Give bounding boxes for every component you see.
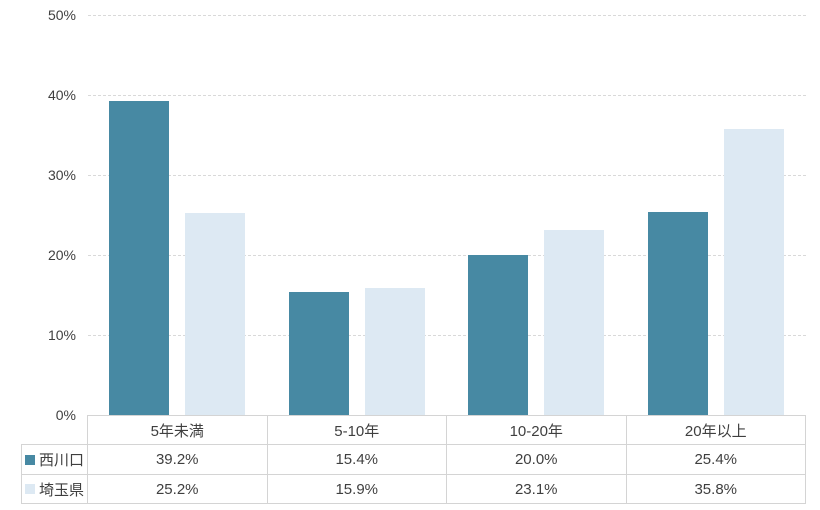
legend-marker-icon <box>25 454 35 465</box>
value-cell: 25.4% <box>626 445 806 475</box>
gridline <box>88 175 806 176</box>
bar-series2-cat3 <box>544 230 604 415</box>
gridline <box>88 95 806 96</box>
legend-series-label: 西川口 <box>39 452 85 469</box>
category-header-cell: 20年以上 <box>626 415 806 445</box>
bar-series1-cat3 <box>468 255 528 415</box>
bar-series1-cat4 <box>647 211 708 415</box>
bar-series2-cat1 <box>185 213 245 415</box>
bar-series2-cat2 <box>364 287 425 415</box>
legend-series-label: 埼玉県 <box>39 481 85 499</box>
value-cell: 20.0% <box>447 445 627 475</box>
plot-area <box>88 15 806 415</box>
value-cell: 35.8% <box>626 475 806 504</box>
bar-series1-cat2 <box>288 291 349 415</box>
bar-series1-cat1 <box>109 101 169 415</box>
gridline <box>88 335 806 336</box>
y-tick-label: 30% <box>47 167 76 183</box>
gridline <box>88 15 806 16</box>
y-tick-label: 40% <box>47 87 76 103</box>
table-corner-cell <box>21 415 88 445</box>
value-cell: 15.9% <box>267 475 447 504</box>
y-axis: 0% 10% 20% 30% 40% 50% <box>0 0 76 510</box>
value-cell: 15.4% <box>267 445 447 475</box>
data-table: 5年未満 5-10年 10-20年 20年以上 西川口 39.2% 15.4% 20.0% 25… <box>21 415 806 504</box>
y-tick-label: 50% <box>47 7 76 23</box>
value-cell: 39.2% <box>88 445 268 475</box>
y-tick-label: 20% <box>47 247 76 263</box>
legend-marker-icon <box>25 484 35 494</box>
bar-series2-cat4 <box>723 128 784 415</box>
category-header-cell: 10-20年 <box>447 415 627 445</box>
category-header-cell: 5-10年 <box>267 415 447 445</box>
gridline <box>88 255 806 256</box>
value-cell: 23.1% <box>447 475 627 504</box>
category-header-cell: 5年未満 <box>88 415 268 445</box>
legend-cell: 埼玉県 <box>21 475 88 504</box>
value-cell: 25.2% <box>88 475 268 504</box>
y-tick-label: 10% <box>47 327 76 343</box>
legend-cell: 西川口 <box>21 445 88 475</box>
y-tick-label: 0% <box>55 407 76 423</box>
